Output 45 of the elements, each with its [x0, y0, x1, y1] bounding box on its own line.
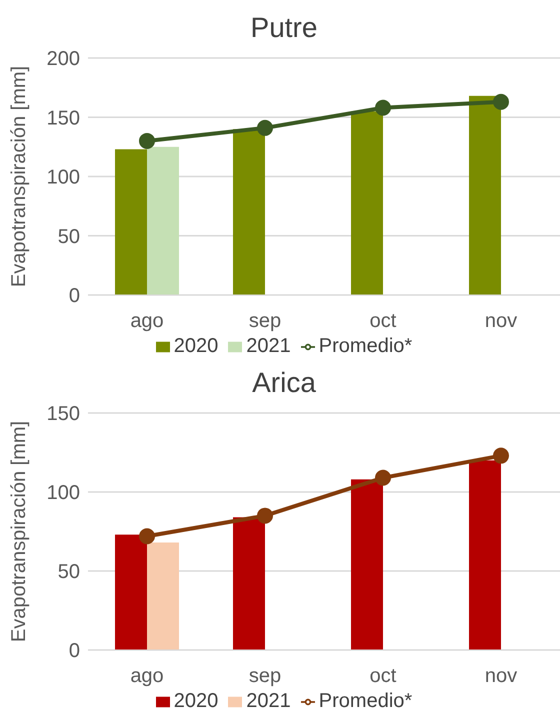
bar — [147, 542, 179, 650]
bar — [469, 460, 501, 650]
point — [257, 120, 273, 136]
x-tick-label: sep — [248, 310, 282, 332]
bar — [469, 96, 501, 295]
legend-label: Promedio* — [318, 335, 412, 357]
y-tick-label: 0 — [68, 640, 80, 662]
y-tick-label: 200 — [46, 48, 80, 70]
x-tick-label: ago — [130, 310, 164, 332]
legend-label: 2021 — [246, 335, 291, 357]
chart-title: Arica — [251, 366, 317, 400]
point — [493, 94, 509, 110]
x-tick-label: oct — [370, 665, 397, 688]
legend-label: Promedio* — [318, 690, 412, 712]
y-tick-label: 150 — [46, 107, 80, 130]
x-tick-label: oct — [370, 310, 397, 332]
bar — [351, 111, 383, 295]
y-tick-label: 50 — [58, 561, 80, 584]
point — [139, 132, 155, 149]
legend-label: 2021 — [246, 690, 291, 712]
x-tick-label: nov — [484, 665, 518, 688]
bar — [233, 517, 265, 650]
legend-label: 2020 — [174, 690, 218, 712]
point — [375, 100, 391, 116]
x-tick-label: sep — [248, 665, 282, 688]
y-tick-label: 100 — [46, 166, 80, 189]
y-tick-label: 0 — [68, 285, 80, 308]
x-tick-label: nov — [484, 310, 518, 332]
bar — [115, 149, 147, 295]
bar — [233, 129, 265, 295]
x-tick-label: ago — [130, 665, 164, 688]
bar — [351, 479, 383, 650]
chart-title: Putre — [250, 11, 318, 45]
point — [257, 508, 273, 524]
y-tick-label: 100 — [46, 482, 80, 504]
point — [375, 470, 391, 486]
y-tick-label: 150 — [46, 403, 80, 426]
bar — [115, 534, 147, 650]
y-axis-title: Evapotranspiración [mm] — [8, 66, 30, 288]
point — [139, 528, 155, 544]
bar — [147, 146, 179, 295]
point — [493, 448, 509, 464]
y-axis-title: Evapotranspiración [mm] — [8, 420, 30, 642]
y-tick-label: 50 — [58, 226, 80, 248]
legend-label: 2020 — [174, 335, 218, 357]
